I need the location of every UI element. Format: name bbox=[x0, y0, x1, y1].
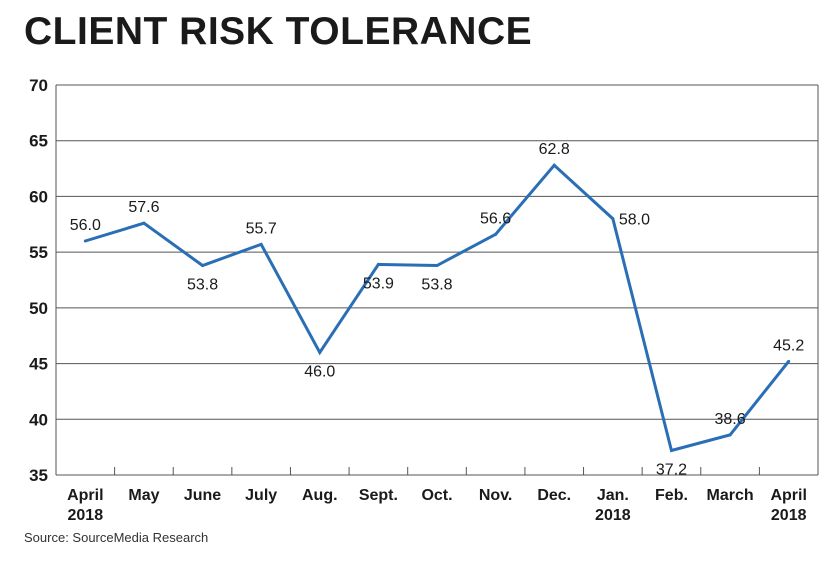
x-tick-label: Jan. 2018 bbox=[595, 487, 631, 524]
data-label: 56.0 bbox=[70, 217, 101, 234]
x-tick-label: April 2018 bbox=[67, 487, 103, 524]
x-tick-label: Nov. bbox=[479, 487, 512, 504]
data-label: 55.7 bbox=[246, 220, 277, 237]
x-tick-label: Dec. bbox=[537, 487, 571, 504]
data-point bbox=[552, 163, 556, 167]
data-point bbox=[435, 264, 439, 268]
x-tick-label: Feb. bbox=[655, 487, 688, 504]
x-tick-label: April 2018 bbox=[770, 487, 806, 524]
source-note: Source: SourceMedia Research bbox=[24, 530, 209, 545]
y-tick-label: 50 bbox=[29, 299, 48, 318]
x-tick-label: Aug. bbox=[302, 487, 338, 504]
data-label: 58.0 bbox=[619, 212, 650, 229]
y-tick-label: 70 bbox=[29, 76, 48, 95]
y-tick-label: 65 bbox=[29, 132, 48, 151]
y-tick-label: 40 bbox=[29, 410, 48, 429]
x-tick-label: July bbox=[245, 487, 277, 504]
x-tick-label: Oct. bbox=[421, 487, 452, 504]
data-label: 38.6 bbox=[715, 411, 746, 428]
data-point bbox=[494, 232, 498, 236]
data-point bbox=[83, 239, 87, 243]
data-label: 53.8 bbox=[187, 277, 218, 294]
data-label: 56.6 bbox=[480, 210, 511, 227]
data-label: 37.2 bbox=[656, 461, 687, 478]
data-label: 45.2 bbox=[773, 337, 804, 354]
data-label: 53.8 bbox=[421, 277, 452, 294]
x-tick-label: May bbox=[128, 487, 159, 504]
data-point bbox=[669, 448, 673, 452]
x-tick-label: March bbox=[707, 487, 754, 504]
data-point bbox=[142, 221, 146, 225]
y-tick-label: 60 bbox=[29, 187, 48, 206]
data-point bbox=[728, 433, 732, 437]
data-point bbox=[611, 217, 615, 221]
x-tick-label: Sept. bbox=[359, 487, 398, 504]
data-label: 46.0 bbox=[304, 363, 335, 380]
chart-title: CLIENT RISK TOLERANCE bbox=[24, 10, 533, 53]
data-point bbox=[376, 262, 380, 266]
y-tick-label: 45 bbox=[29, 355, 48, 374]
data-label: 57.6 bbox=[128, 199, 159, 216]
data-label: 53.9 bbox=[363, 275, 394, 292]
y-tick-label: 35 bbox=[29, 466, 48, 485]
data-label: 62.8 bbox=[539, 141, 570, 158]
data-point bbox=[318, 350, 322, 354]
data-point bbox=[201, 264, 205, 268]
x-tick-label: June bbox=[184, 487, 221, 504]
y-tick-label: 55 bbox=[29, 243, 48, 262]
data-point bbox=[787, 359, 791, 363]
data-point bbox=[259, 242, 263, 246]
